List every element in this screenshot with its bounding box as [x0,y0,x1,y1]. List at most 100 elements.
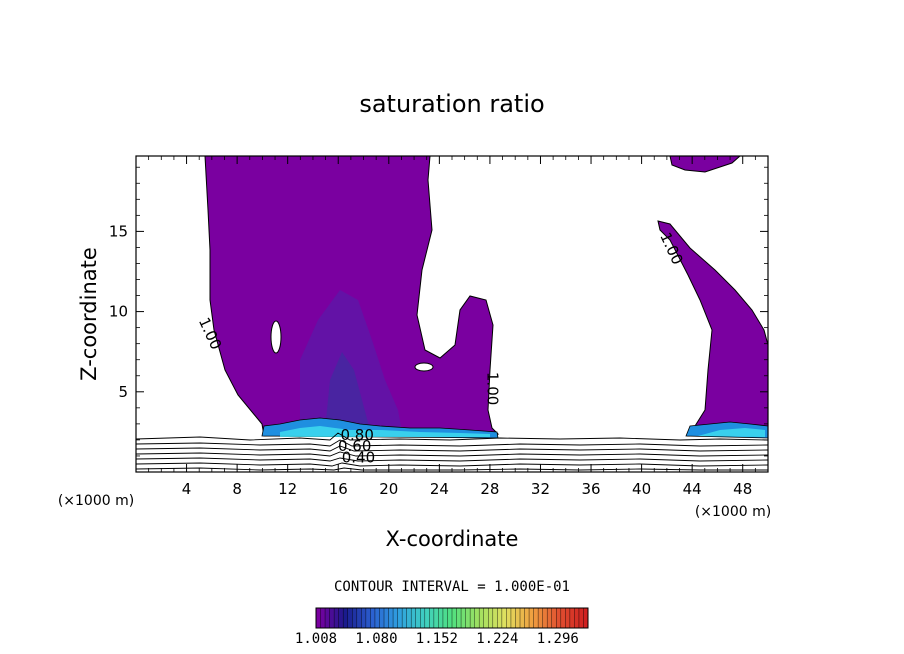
colorbar-cell [361,608,367,628]
colorbar-cell [483,608,489,628]
colorbar-cell [538,608,544,628]
colorbar-cell [424,608,430,628]
colorbar-tick-label: 1.080 [355,631,397,647]
hole-left [270,320,282,354]
y-tick-label: 5 [118,383,128,401]
x-tick-label: 12 [278,480,297,498]
y-tick-label: 10 [109,303,128,321]
contour-label: 0.60 [338,437,371,455]
x-tick-label: 44 [683,480,702,498]
colorbar-cell [520,608,526,628]
contour-label: 0.80 [340,426,373,444]
colorbar-cell [574,608,580,628]
colorbar-cell [370,608,376,628]
x-tick-label: 20 [379,480,398,498]
colorbar-cell [384,608,390,628]
contour-label: 0.40 [342,448,375,466]
colorbar-cell [465,608,471,628]
bottom-band-left-cyan [280,426,490,437]
colorbar-cell [352,608,358,628]
x-tick-label: 16 [329,480,348,498]
colorbar-cell [510,608,516,628]
colorbar-cell [397,608,403,628]
colorbar-cell [406,608,412,628]
colorbar-cell [356,608,362,628]
colorbar-cell [452,608,458,628]
contour-interval-label: CONTOUR INTERVAL = 1.000E-01 [334,579,570,595]
colorbar-cell [456,608,462,628]
colorbar-cell [433,608,439,628]
colorbar-frame [315,607,589,629]
colorbar-cell [583,608,589,628]
x-tick-label: 48 [733,480,752,498]
y-tick-label: 15 [109,222,128,240]
colorbar-cell [560,608,566,628]
colorbar-labels: 1.008 1.080 1.152 1.224 1.296 [295,631,579,647]
left-region-core-shade [325,352,370,430]
colorbar-cell [533,608,539,628]
colorbar-tick-label: 1.296 [537,631,579,647]
plot-area [136,156,768,471]
colorbar-cell [429,608,435,628]
colorbar-cell [329,608,335,628]
bottom-band-right-cyan [698,428,765,437]
colorbar-cell [343,608,349,628]
contour-label: 1.00 [483,372,501,405]
colorbar-cell [551,608,557,628]
colorbar-cell [565,608,571,628]
left-region-inner-shade [300,290,402,432]
colorbar-cell [474,608,480,628]
colorbar-cell [542,608,548,628]
x-tick-label: 36 [581,480,600,498]
colorbar-cell [524,608,530,628]
colorbar-cell [338,608,344,628]
x-tick-label: 4 [182,480,192,498]
colorbar-cell [347,608,353,628]
chart-title: saturation ratio [359,90,544,118]
colorbar-cell [515,608,521,628]
colorbar [315,607,589,629]
colorbar-cell [411,608,417,628]
colorbar-cell [393,608,399,628]
contour-label: 1.00 [656,230,686,268]
colorbar-cell [320,608,326,628]
y-axis-title: Z-coordinate [77,247,101,381]
x-tick-label: 40 [632,480,651,498]
colorbar-tick-label: 1.152 [416,631,458,647]
colorbar-cell [501,608,507,628]
colorbar-cell [492,608,498,628]
colorbar-cell [402,608,408,628]
colorbar-tick-label: 1.224 [476,631,518,647]
colorbar-cell [438,608,444,628]
colorbar-cell [569,608,575,628]
colorbar-cell [479,608,485,628]
hole-right [414,362,434,372]
x-tick-label: 28 [480,480,499,498]
x-tick-label: 24 [430,480,449,498]
colorbar-cell [447,608,453,628]
x-axis-units-left: (×1000 m) [58,493,134,509]
colorbar-cell [497,608,503,628]
x-axis: 4 8 12 16 20 24 28 32 36 40 44 48 [148,156,756,498]
colorbar-cell [556,608,562,628]
colorbar-cell [334,608,340,628]
colorbar-cell [374,608,380,628]
colorbar-cell [365,608,371,628]
colorbar-tick-label: 1.008 [295,631,337,647]
colorbar-cell [415,608,421,628]
colorbar-cell [420,608,426,628]
colorbar-cell [316,608,322,628]
stratified-contours [136,432,768,471]
colorbar-cell [379,608,385,628]
x-tick-label: 32 [531,480,550,498]
colorbar-cell [470,608,476,628]
y-axis: 5 10 15 [109,166,768,457]
top-right-saturated-region [669,156,741,173]
x-tick-label: 8 [232,480,242,498]
colorbar-cell [325,608,331,628]
colorbar-cell [547,608,553,628]
colorbar-cell [578,608,584,628]
colorbar-cell [506,608,512,628]
x-axis-title: X-coordinate [386,527,519,551]
